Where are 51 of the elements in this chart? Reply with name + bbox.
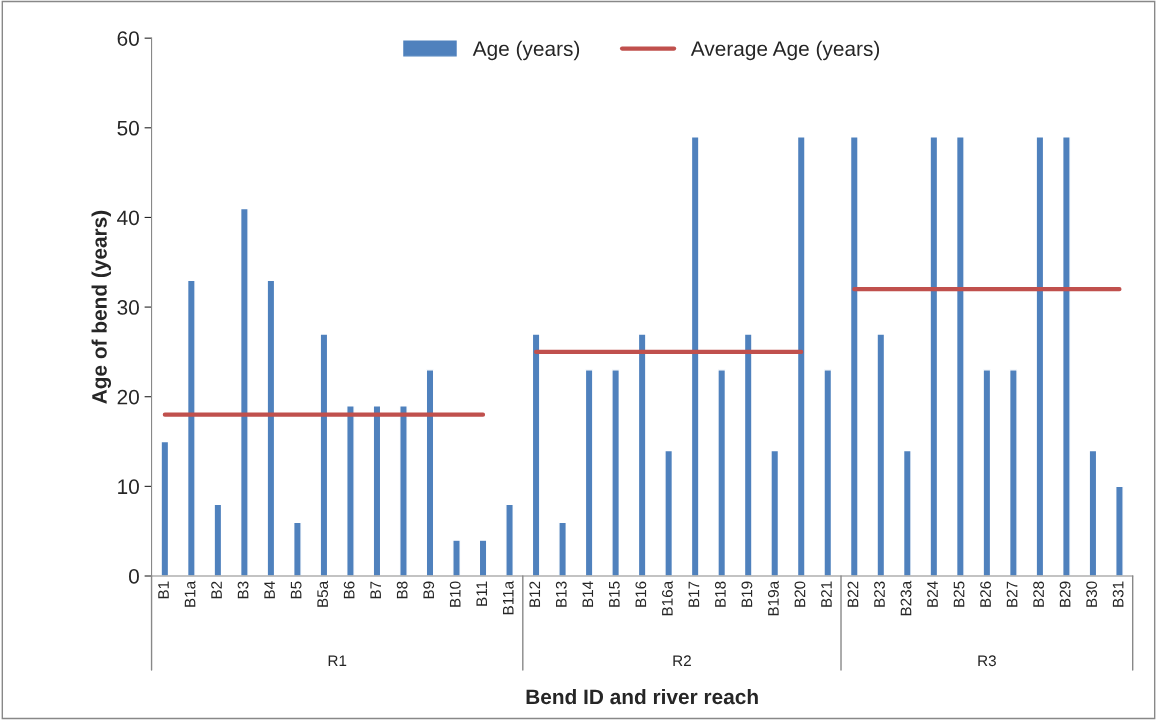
x-tick-label: B28 xyxy=(1033,581,1044,607)
x-tick-label: B5 xyxy=(290,581,302,599)
y-tick-label: 40 xyxy=(117,210,139,226)
x-tick-label: B17 xyxy=(688,581,700,607)
text: R3 xyxy=(978,655,996,667)
x-tick-label: B11a xyxy=(502,580,514,615)
x-tick-label: B9 xyxy=(423,581,435,599)
x-tick-label: B13 xyxy=(555,581,567,607)
x-tick-label: B5a xyxy=(317,580,329,607)
x-tick-label: B19 xyxy=(741,581,753,607)
x-tick-label: B18 xyxy=(714,581,726,607)
x-tick-label: B6 xyxy=(343,581,355,599)
y-tick-label: 30 xyxy=(117,300,139,315)
y-axis-title: Age of bend (years) xyxy=(91,210,112,404)
x-tick-label: B15 xyxy=(609,581,620,607)
x-tick-label: B25 xyxy=(953,581,965,607)
x-tick-label: B16a xyxy=(661,580,673,616)
legend-label: Age (years) xyxy=(472,40,580,61)
x-tick-label: B22 xyxy=(847,581,859,607)
x-tick-label: B10 xyxy=(449,581,461,607)
x-tick-label: B30 xyxy=(1086,581,1098,607)
x-tick-label: B16 xyxy=(635,581,647,607)
y-tick-label: 10 xyxy=(118,479,139,495)
x-axis-title: Bend ID and river reach xyxy=(526,688,758,705)
x-tick-label: B8 xyxy=(396,581,408,599)
x-tick-label: B29 xyxy=(1059,581,1071,607)
x-tick-label: B23 xyxy=(874,581,885,607)
x-tick-label: B27 xyxy=(1006,581,1018,607)
x-tick-label: B14 xyxy=(582,581,594,607)
text: R2 xyxy=(673,655,691,667)
x-tick-label: B31 xyxy=(1112,581,1124,607)
x-tick-label: B1a xyxy=(184,580,196,607)
x-tick-label: B23a xyxy=(900,580,912,616)
text: R1 xyxy=(328,655,347,667)
x-tick-label: B11 xyxy=(476,581,487,606)
y-tick-label: 60 xyxy=(117,31,139,46)
y-tick-label: 20 xyxy=(117,389,139,405)
y-tick-label: 50 xyxy=(117,120,139,136)
x-tick-label: B24 xyxy=(927,581,938,607)
x-tick-label: B26 xyxy=(980,581,991,607)
x-tick-label: B7 xyxy=(370,581,381,599)
x-tick-label: B21 xyxy=(821,581,832,607)
y-tick-label: 0 xyxy=(128,569,139,584)
legend-label: Average Age (years) xyxy=(690,40,880,61)
x-tick-label: B3 xyxy=(237,581,249,599)
x-tick-label: B20 xyxy=(794,581,806,607)
x-tick-label: B2 xyxy=(211,581,222,599)
x-tick-label: B12 xyxy=(529,581,541,607)
x-tick-label: B1 xyxy=(158,581,169,599)
x-tick-label: B19a xyxy=(768,580,779,616)
x-tick-label: B4 xyxy=(264,581,275,599)
